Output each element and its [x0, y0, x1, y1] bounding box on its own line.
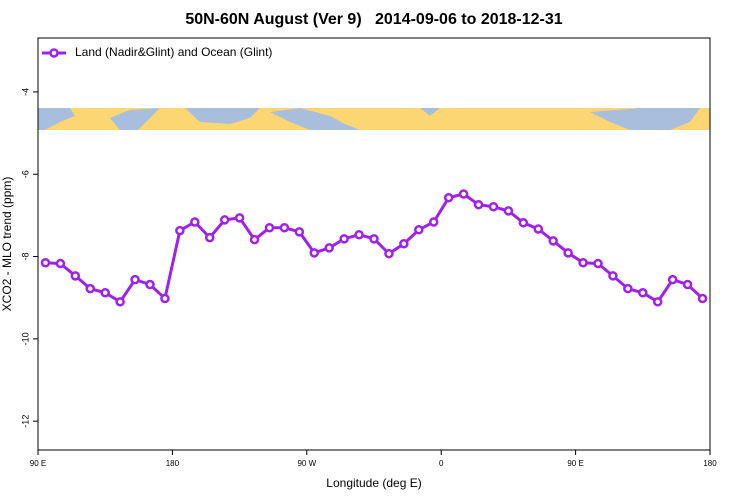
x-tick-label: 90 E: [30, 459, 46, 468]
data-point: [533, 224, 544, 234]
y-tick-label: -10: [20, 332, 30, 345]
data-point: [145, 279, 155, 290]
y-tick-label: -12: [20, 415, 30, 428]
y-tick-label: -8: [20, 253, 30, 261]
data-point: [623, 283, 633, 294]
data-point: [55, 258, 66, 269]
data-point: [399, 239, 409, 249]
data-point: [354, 229, 364, 240]
data-point: [563, 248, 573, 258]
data-point: [578, 257, 588, 268]
data-point: [100, 288, 110, 298]
legend-marker: [49, 48, 59, 58]
legend-label: Land (Nadir&Glint) and Ocean (Glint): [75, 45, 272, 59]
x-tick-label: 180: [703, 459, 717, 468]
data-point: [488, 202, 499, 212]
x-tick-label: 180: [166, 459, 180, 468]
data-point: [518, 218, 529, 228]
data-point: [428, 217, 439, 227]
data-point: [130, 274, 140, 285]
data-point: [339, 234, 349, 244]
data-point: [294, 227, 305, 237]
data-point: [608, 271, 618, 281]
data-point: [40, 257, 51, 268]
data-point: [219, 215, 230, 225]
data-point: [638, 288, 648, 298]
data-point: [324, 243, 334, 253]
data-point: [70, 271, 81, 281]
data-point: [667, 274, 678, 285]
data-point: [175, 225, 185, 236]
data-point: [697, 293, 708, 304]
y-axis-label: XCO2 - MLO trend (ppm): [0, 177, 14, 312]
data-point: [190, 217, 200, 227]
data-point: [384, 248, 394, 259]
chart-title: 50N-60N August (Ver 9) 2014-09-06 to 201…: [185, 11, 562, 28]
data-point: [473, 199, 484, 210]
data-point: [414, 225, 424, 235]
map-strip: [38, 108, 710, 130]
data-point: [279, 222, 290, 233]
x-axis-label: Longitude (deg E): [326, 476, 421, 490]
data-point: [593, 258, 603, 269]
x-tick-label: 90 W: [297, 459, 316, 468]
data-point: [548, 236, 558, 246]
data-point: [85, 283, 96, 294]
x-tick-label: 0: [439, 459, 444, 468]
data-point: [204, 232, 215, 243]
series-line: [45, 192, 704, 304]
data-point: [503, 206, 514, 216]
x-tick-label: 90 E: [567, 459, 583, 468]
data-point: [682, 279, 693, 290]
y-tick-label: -4: [20, 88, 30, 96]
data-point: [369, 234, 379, 244]
data-point: [309, 248, 320, 258]
y-tick-label: -6: [20, 170, 30, 178]
data-point: [264, 222, 275, 233]
plot-frame: [37, 37, 711, 451]
data-point: [443, 192, 454, 203]
data-point: [652, 297, 663, 307]
data-point: [234, 213, 245, 223]
data-point: [249, 234, 260, 245]
data-point: [458, 189, 469, 199]
data-point: [115, 297, 125, 307]
data-point: [160, 293, 170, 304]
